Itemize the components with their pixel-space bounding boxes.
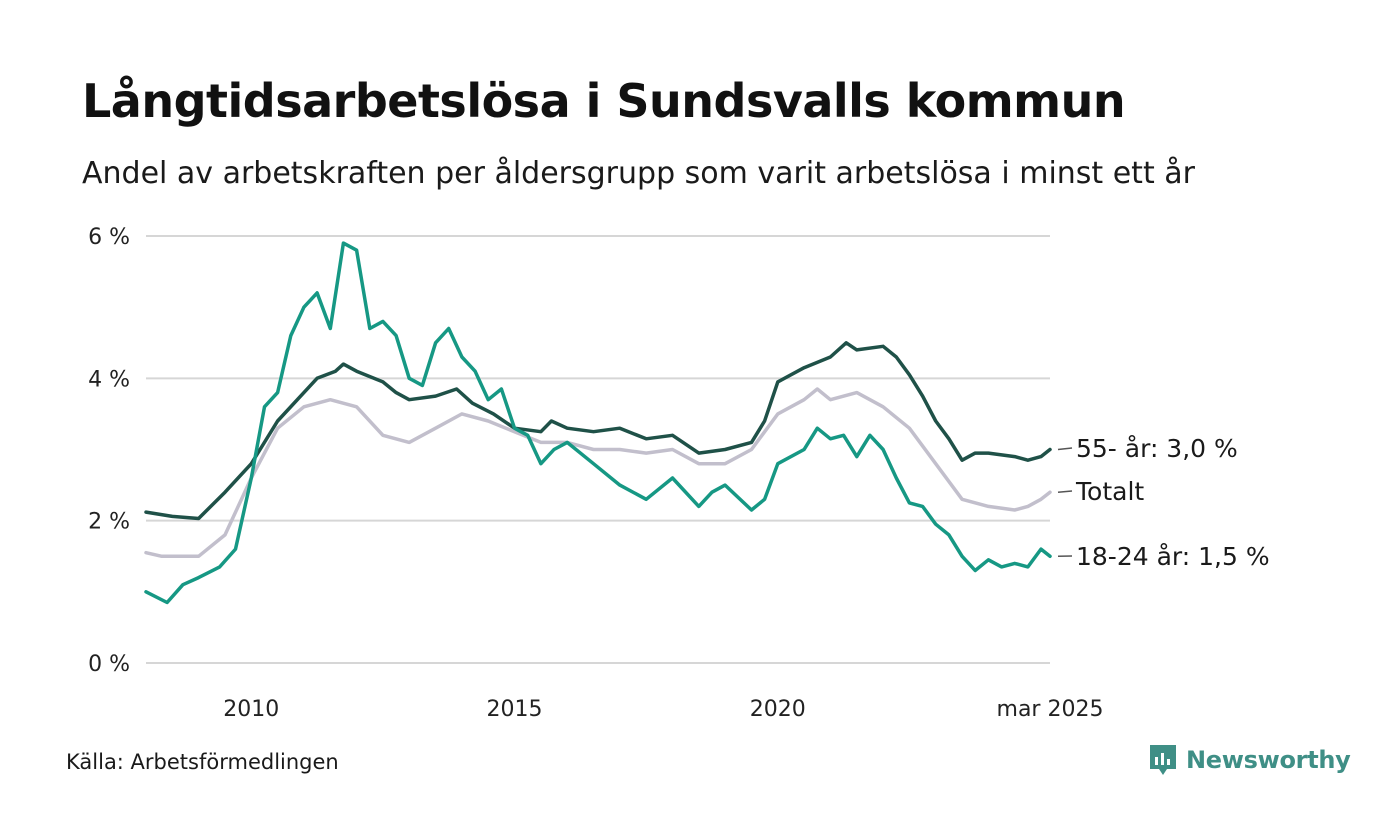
x-tick-label: 2020 [750, 697, 806, 722]
y-tick-label: 6 % [88, 225, 130, 250]
brand-logo: Newsworthy [1148, 743, 1351, 777]
y-tick-label: 2 % [88, 510, 130, 535]
label-connector [1057, 447, 1073, 451]
x-tick-label: 2010 [223, 697, 279, 722]
series-line-0 [144, 341, 1052, 521]
x-tick-label: 2015 [487, 697, 543, 722]
series-end-labels: 55- år: 3,0 % Totalt 18-24 år: 1,5 % [1057, 434, 1270, 571]
chart-title: Långtidsarbetslösa i Sundsvalls kommun [82, 74, 1126, 128]
y-tick-label: 4 % [88, 367, 130, 392]
series-end-label: Totalt [1075, 477, 1144, 506]
grid-lines [146, 235, 1050, 664]
series-line-1 [144, 387, 1052, 559]
source-note: Källa: Arbetsförmedlingen [66, 750, 339, 774]
brand-name: Newsworthy [1186, 746, 1351, 774]
label-connector [1057, 490, 1073, 493]
x-axis-tick-labels: 2010 2015 2020 mar 2025 [223, 697, 1103, 722]
x-tick-label: mar 2025 [997, 697, 1104, 722]
newsworthy-logo-icon [1150, 745, 1176, 775]
y-axis-tick-labels: 0 % 2 % 4 % 6 % [88, 225, 130, 677]
series-line-2 [144, 241, 1052, 605]
series-end-label: 18-24 år: 1,5 % [1076, 542, 1270, 571]
series-lines [144, 241, 1052, 605]
series-end-label: 55- år: 3,0 % [1076, 434, 1238, 463]
y-tick-label: 0 % [88, 652, 130, 677]
chart-subtitle: Andel av arbetskraften per åldersgrupp s… [82, 156, 1195, 191]
